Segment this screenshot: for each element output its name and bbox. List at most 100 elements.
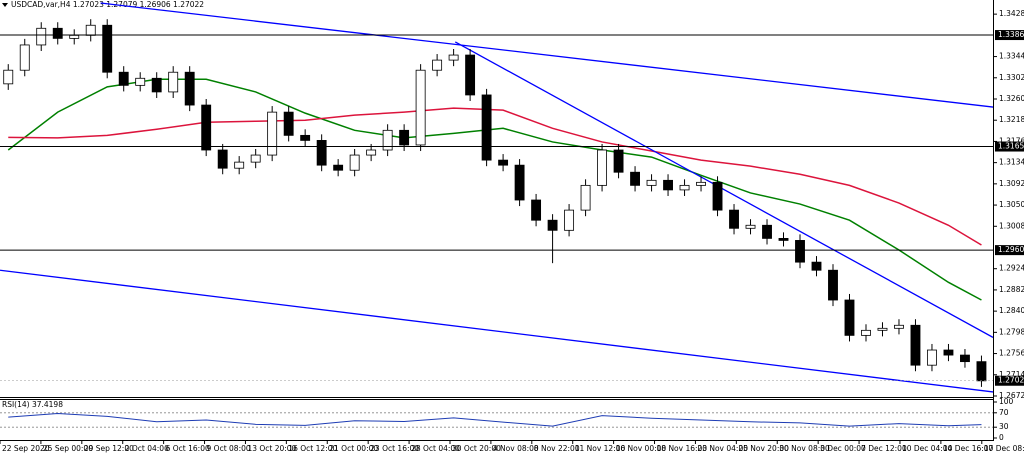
last-price-label: 1.27022 (998, 376, 1024, 385)
y-tick-label: 1.30080 (999, 221, 1024, 230)
candle-body (448, 54, 459, 61)
rsi-tick-label: 0 (999, 433, 1004, 442)
candle-body (844, 299, 855, 336)
y-tick-label: 1.26720 (999, 391, 1024, 400)
candle-body (877, 327, 888, 331)
x-tick-label: 25 Sep 00:00 (43, 444, 93, 453)
level-label: 1.31659 (998, 142, 1024, 151)
candle-body (85, 24, 96, 36)
candle-body (52, 27, 63, 39)
plot-area (0, 2, 993, 393)
candle-body (234, 161, 245, 169)
y-tick-label: 1.28400 (999, 306, 1024, 315)
x-tick-label: 17 Dec 08:00 (984, 444, 1024, 453)
y-tick-label: 1.31340 (999, 158, 1024, 167)
candle-body (118, 71, 129, 86)
candle-body (135, 77, 146, 86)
candle-body (613, 149, 624, 173)
moving-average (8, 107, 982, 246)
trend-line (0, 269, 993, 393)
candle-body (547, 219, 558, 231)
candle-body (151, 77, 162, 93)
x-tick-label: 2 Oct 04:00 (125, 444, 169, 453)
candle-body (498, 159, 509, 166)
candle-body (366, 149, 377, 156)
candle-body (927, 349, 937, 366)
candle-body (102, 24, 113, 73)
rsi-tick-label: 100 (999, 397, 1014, 406)
candle-body (481, 94, 492, 161)
y-tick-label: 1.30500 (999, 200, 1024, 209)
candle-body (432, 59, 443, 71)
x-tick-label: 23 Nov 04:00 (697, 444, 748, 453)
candle-body (564, 209, 575, 231)
x-tick-label: 28 Oct 04:00 (411, 444, 460, 453)
candle-body (415, 69, 426, 146)
x-tick-label: 10 Dec 04:00 (902, 444, 953, 453)
y-tick-label: 1.27980 (999, 327, 1024, 336)
level-label-box (995, 30, 1024, 41)
candle-body (762, 224, 772, 239)
x-tick-label: 14 Dec 16:00 (943, 444, 994, 453)
candle-body (69, 34, 80, 39)
x-tick-label: 7 Dec 12:00 (861, 444, 907, 453)
candle-body (316, 140, 327, 166)
candle-body (217, 149, 228, 169)
y-tick-label: 1.28820 (999, 285, 1024, 294)
candle-body (976, 361, 987, 382)
x-tick-label: 8 Nov 22:00 (534, 444, 580, 453)
y-tick-label: 1.30920 (999, 179, 1024, 188)
x-tick-label: 23 Oct 16:00 (370, 444, 419, 453)
rsi-title: RSI(14) 37.4198 (2, 400, 63, 409)
candle-body (3, 69, 14, 85)
y-tick-label: 1.32180 (999, 115, 1024, 124)
x-tick-label: 6 Oct 16:00 (166, 444, 210, 453)
candle-body (250, 154, 261, 163)
x-tick-label: 22 Sep 2020 (2, 444, 50, 453)
candle-body (300, 134, 311, 141)
y-tick-label: 1.33020 (999, 73, 1024, 82)
x-tick-label: 11 Nov 12:00 (575, 444, 626, 453)
y-tick-label: 1.31760 (999, 136, 1024, 145)
candle-body (36, 27, 47, 46)
x-tick-label: 29 Sep 12:00 (84, 444, 134, 453)
x-tick-label: 16 Nov 00:00 (616, 444, 667, 453)
candle-body (168, 71, 179, 93)
candle-body (778, 238, 789, 241)
candle-body (712, 181, 723, 211)
x-tick-label: 4 Nov 08:00 (493, 444, 539, 453)
candle-body (679, 184, 690, 191)
level-label-box (995, 245, 1024, 256)
candle-body (399, 129, 410, 146)
candle-body (283, 111, 294, 136)
menu-arrow[interactable] (2, 3, 8, 7)
candle-body (861, 329, 871, 336)
candle-body (267, 111, 278, 156)
candle-body (184, 71, 195, 106)
candle-body (663, 179, 673, 191)
y-tick-label: 1.27560 (999, 349, 1024, 358)
candle-body (894, 324, 904, 329)
candle-body (333, 164, 344, 171)
y-tick-label: 1.27140 (999, 370, 1024, 379)
y-tick-label: 1.29240 (999, 264, 1024, 273)
candle-body (349, 154, 360, 171)
x-tick-label: 16 Oct 12:00 (288, 444, 337, 453)
x-tick-label: 25 Nov 20:00 (738, 444, 789, 453)
x-tick-label: 21 Oct 00:00 (329, 444, 378, 453)
candle-body (201, 104, 212, 151)
trend-line (100, 2, 993, 108)
candle-body (19, 44, 30, 71)
candle-body (795, 240, 805, 263)
candle-body (630, 171, 640, 186)
level-label-box (995, 141, 1024, 152)
x-tick-label: 9 Oct 08:00 (207, 444, 251, 453)
candle-body (531, 199, 542, 221)
level-label: 1.33866 (998, 30, 1024, 39)
y-tick-label: 1.33440 (999, 52, 1024, 61)
candle-body (729, 209, 739, 229)
rsi-tick-label: 70 (999, 408, 1009, 417)
